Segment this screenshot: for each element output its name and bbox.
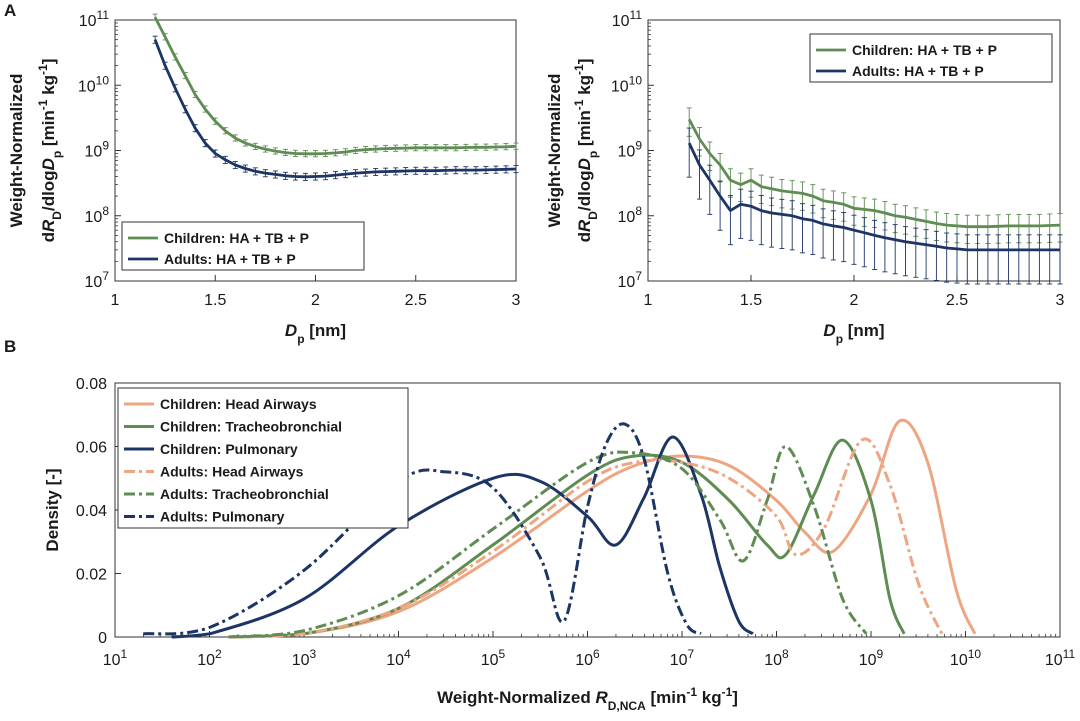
legend-label: Children: Pulmonary — [160, 441, 298, 457]
x-tick-label: 2 — [850, 292, 859, 309]
y-axis-title-line1: Weight-Normalized — [7, 74, 26, 228]
y-tick-label: 1010 — [611, 73, 642, 95]
x-tick-label: 102 — [197, 647, 222, 669]
x-tick-label: 109 — [859, 647, 884, 669]
panel-label-a: A — [4, 1, 16, 20]
y-axis-title-line2: dRD/dlogDp [min-1 kg-1] — [36, 59, 64, 243]
series-line — [153, 16, 517, 156]
x-axis-title: Dp [nm] — [285, 321, 346, 346]
x-tick-label: 2.5 — [946, 292, 968, 309]
legend-label: Adults: HA + TB + P — [852, 63, 984, 79]
y-tick-label: 107 — [85, 269, 110, 291]
y-tick-label: 109 — [618, 139, 643, 161]
x-tick-label: 1 — [111, 292, 120, 309]
y-tick-label: 0.08 — [76, 376, 107, 393]
legend-label: Children: Tracheobronchial — [160, 419, 342, 435]
panel-label-b: B — [4, 337, 16, 356]
x-tick-label: 1 — [644, 292, 653, 309]
x-tick-label: 1.5 — [204, 292, 226, 309]
x-tick-label: 104 — [386, 647, 411, 669]
legend-label: Adults: HA + TB + P — [164, 251, 296, 267]
x-tick-label: 106 — [575, 647, 600, 669]
x-tick-label: 105 — [481, 647, 506, 669]
panel-a-left-chart: 107 108 109 1010 1011 1 1.5 2 2.5 3 Dp [nm] Weight-… — [7, 8, 521, 346]
legend-label: Children: HA + TB + P — [852, 42, 997, 58]
series-line-2 — [171, 435, 754, 639]
y-axis-title-line2: dRD/dlogDp [min-1 kg-1] — [572, 59, 600, 243]
x-tick-label: 103 — [292, 647, 317, 669]
series-line — [153, 39, 517, 179]
x-tick-label: 2.5 — [405, 292, 427, 309]
x-tick-label: 3 — [1056, 292, 1065, 309]
y-axis-title: Density [-] — [43, 468, 62, 551]
series-1 — [152, 35, 519, 181]
x-axis-title: Weight-Normalized RD,NCA [min-1 kg-1] — [437, 685, 738, 713]
legend: Children: Head Airways Children: Tracheob… — [117, 387, 409, 529]
y-tick-label: 0.04 — [76, 503, 107, 520]
y-tick-label: 1011 — [612, 8, 643, 30]
y-tick-label: 109 — [85, 139, 110, 161]
y-axis-title-line1: Weight-Normalized — [545, 74, 564, 228]
x-tick-label: 1011 — [1045, 647, 1076, 669]
series-line-4 — [228, 445, 868, 639]
legend-label: Children: Head Airways — [160, 396, 317, 412]
series-line — [687, 118, 1061, 229]
y-tick-label: 0.02 — [76, 567, 107, 584]
series-line-5 — [143, 422, 702, 636]
y-tick-label: 0.06 — [76, 440, 107, 457]
series-line — [687, 142, 1060, 252]
legend-box — [117, 387, 409, 529]
series-1 — [686, 127, 1063, 285]
y-tick-label: 108 — [85, 204, 110, 226]
y-tick-label: 107 — [618, 269, 643, 291]
x-tick-label: 101 — [103, 647, 128, 669]
legend-label: Adults: Tracheobronchial — [160, 486, 329, 502]
y-tick-label: 1010 — [78, 73, 109, 95]
legend: Children: HA + TB + P Adults: HA + TB + P — [121, 221, 365, 271]
x-tick-label: 108 — [764, 647, 789, 669]
x-tick-label: 1.5 — [740, 292, 762, 309]
x-axis-title: Dp [nm] — [823, 321, 884, 346]
x-tick-label: 2 — [311, 292, 320, 309]
panel-b-chart: 0 0.02 0.04 0.06 0.08 101 102 103 104 105 106 107 10… — [43, 376, 1075, 713]
y-tick-label: 1011 — [79, 8, 110, 30]
x-tick-label: 107 — [670, 647, 695, 669]
y-tick-label: 0 — [98, 630, 107, 647]
series-0 — [152, 13, 519, 158]
series-line-3 — [228, 437, 944, 639]
legend: Children: HA + TB + P Adults: HA + TB + P — [809, 33, 1053, 83]
y-tick-label: 108 — [618, 204, 643, 226]
x-tick-label: 1010 — [950, 647, 981, 669]
legend-box — [809, 33, 1053, 83]
legend-label: Children: HA + TB + P — [164, 230, 309, 246]
x-tick-label: 3 — [512, 292, 521, 309]
legend-label: Adults: Pulmonary — [160, 509, 285, 525]
legend-label: Adults: Head Airways — [160, 464, 304, 480]
legend-box — [121, 221, 365, 271]
series-line-0 — [228, 418, 977, 639]
panel-a-right-chart: 107 108 109 1010 1011 1 1.5 2 2.5 3 Dp [nm] Weight-… — [545, 8, 1065, 346]
